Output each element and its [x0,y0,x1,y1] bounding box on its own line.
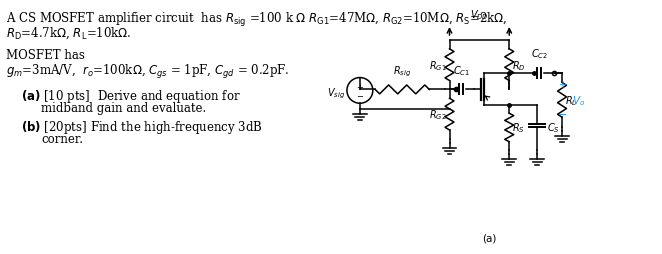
Text: midband gain and evaluate.: midband gain and evaluate. [41,102,207,115]
Text: $C_{C1}$: $C_{C1}$ [453,64,470,77]
Text: $R_{sig}$: $R_{sig}$ [393,64,411,78]
Text: $V_o$: $V_o$ [572,93,585,107]
Text: $R_L$: $R_L$ [565,93,577,107]
Text: $C_S$: $C_S$ [547,121,560,135]
Text: $\mathbf{(b)}$ [20pts] Find the high-frequency 3dB: $\mathbf{(b)}$ [20pts] Find the high-fre… [21,119,263,136]
Text: +: + [356,83,363,92]
Text: $g_m$=3mA/V,  $r_o$=100k$\Omega$, $C_{gs}$ = 1pF, $C_{gd}$ = 0.2pF.: $g_m$=3mA/V, $r_o$=100k$\Omega$, $C_{gs}… [7,62,290,81]
Text: $V_{sig}$: $V_{sig}$ [327,86,345,100]
Text: corner.: corner. [41,132,83,145]
Text: $\mathbf{(a)}$ [10 pts]  Derive and equation for: $\mathbf{(a)}$ [10 pts] Derive and equat… [21,88,241,105]
Text: +: + [558,79,566,89]
Text: $R_{G1}$: $R_{G1}$ [429,59,446,72]
Text: $C_{C2}$: $C_{C2}$ [530,47,547,60]
Text: $R_{G2}$: $R_{G2}$ [429,108,446,122]
Text: −: − [356,91,363,100]
Text: MOSFET has: MOSFET has [7,49,85,62]
Text: $R_D$: $R_D$ [512,59,526,72]
Text: $R_S$: $R_S$ [512,121,525,135]
Text: (a): (a) [482,233,496,243]
Text: $V_{DD}$: $V_{DD}$ [470,8,489,22]
Text: A CS MOSFET amplifier circuit  has $R_\mathrm{sig}$ =100 k $\Omega$ $R_\mathrm{G: A CS MOSFET amplifier circuit has $R_\ma… [7,11,508,29]
Text: −: − [558,110,567,120]
Text: $R_\mathrm{D}$=4.7k$\Omega$, $R_\mathrm{L}$=10k$\Omega$.: $R_\mathrm{D}$=4.7k$\Omega$, $R_\mathrm{… [7,25,132,40]
